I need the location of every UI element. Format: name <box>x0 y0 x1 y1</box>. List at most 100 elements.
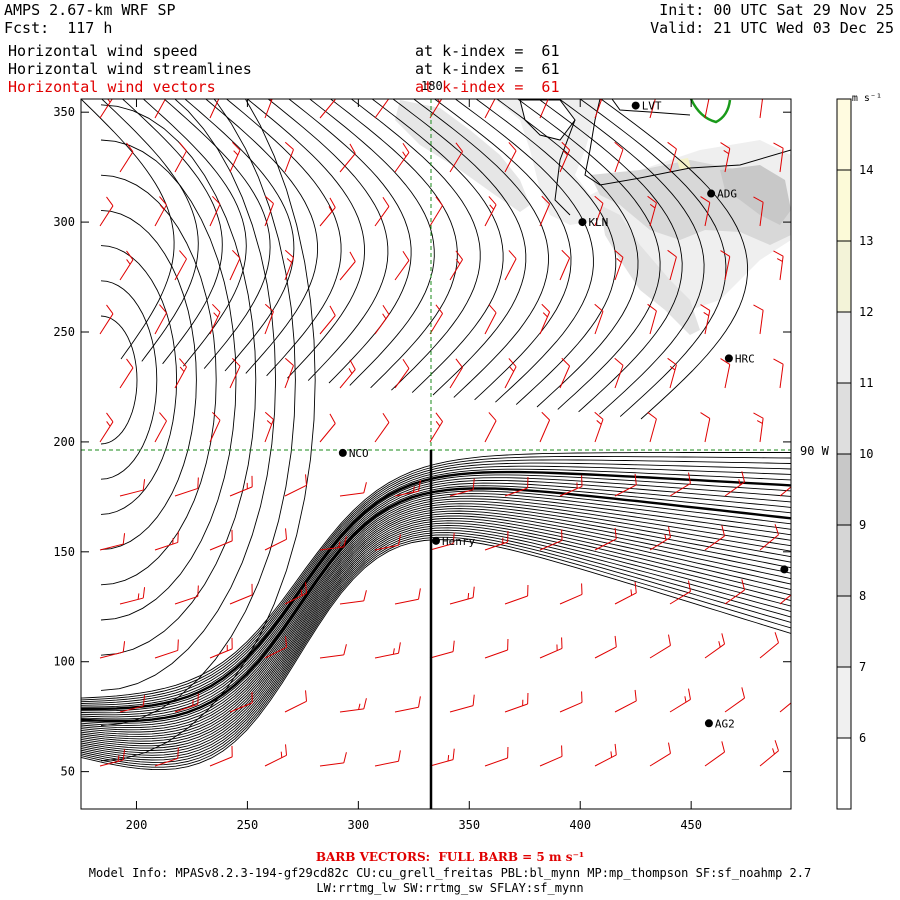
wind-barb <box>614 581 637 605</box>
wind-barb <box>779 702 791 713</box>
x-tick-label: 400 <box>569 818 591 832</box>
wind-barb <box>614 689 637 713</box>
wind-barb <box>484 746 509 767</box>
init-time: Init: 00 UTC Sat 29 Nov 25 <box>659 1 894 19</box>
wind-barb <box>119 695 146 713</box>
wind-barb <box>667 249 677 281</box>
streamline <box>81 479 791 716</box>
wind-barb <box>264 195 274 227</box>
wind-barbs <box>99 88 798 767</box>
colorbar-segment <box>837 525 851 596</box>
wind-barb <box>700 412 711 443</box>
barb-half-flag <box>630 589 633 596</box>
wind-barb <box>594 303 604 335</box>
barb-flag <box>508 142 517 152</box>
wind-barb <box>449 478 475 497</box>
station-label: LVT <box>642 100 662 113</box>
wind-barb <box>99 196 114 227</box>
y-tick-label: 350 <box>53 105 75 119</box>
streamline <box>100 280 158 480</box>
wind-barb <box>174 142 187 173</box>
barb-shaft <box>759 202 764 227</box>
barb-shaft <box>394 598 419 605</box>
barb-shaft <box>284 149 294 173</box>
wind-barb <box>319 197 336 227</box>
barb-shaft <box>339 261 356 281</box>
streamline <box>81 482 791 718</box>
barb-shaft <box>504 487 528 497</box>
wind-barb <box>209 529 233 551</box>
barb-shaft <box>264 203 274 227</box>
barb-shaft <box>724 589 745 605</box>
wind-barb <box>614 357 624 389</box>
barb-flag <box>398 534 401 546</box>
barb-flag <box>398 642 401 654</box>
station-label: NCO <box>349 447 369 460</box>
barb-flag <box>614 249 624 258</box>
barb-shaft <box>614 149 624 173</box>
streamline <box>81 513 791 744</box>
barb-shaft <box>669 591 691 605</box>
barb-flag <box>741 579 746 591</box>
wind-barb <box>759 740 779 767</box>
colorbar-segment <box>837 596 851 667</box>
wind-barb <box>429 640 455 659</box>
barb-half-flag <box>610 751 613 758</box>
barb-shaft <box>209 419 221 443</box>
model-info-line2: LW:rrtmg_lw SW:rrtmg_sw SFLAY:sf_mynn <box>316 881 584 895</box>
wind-barb <box>319 536 347 551</box>
wind-barb <box>667 141 677 173</box>
barb-flag <box>488 304 497 314</box>
wind-barb <box>429 532 455 551</box>
barb-shaft <box>319 99 336 119</box>
streamline <box>475 99 617 405</box>
barb-flag <box>398 750 401 762</box>
barb-flag <box>488 196 497 206</box>
barb-shaft <box>649 537 671 551</box>
barb-flag <box>455 250 463 260</box>
barb-shaft <box>229 257 241 281</box>
colorbar-segment <box>837 170 851 241</box>
barb-half-flag <box>213 312 219 318</box>
streamline <box>81 474 791 712</box>
streamline <box>100 315 138 445</box>
barb-flag <box>435 412 443 422</box>
barb-half-flag <box>286 258 292 263</box>
streamline <box>434 99 572 401</box>
level-label-vectors: at k-index = 61 <box>415 78 560 96</box>
barb-shaft <box>614 257 624 281</box>
barb-shaft <box>484 541 508 551</box>
streamline <box>163 99 271 369</box>
barb-half-flag <box>300 589 303 596</box>
barb-flag <box>126 142 134 153</box>
barb-shaft <box>229 594 253 605</box>
streamline <box>81 515 791 747</box>
barb-shaft <box>614 592 637 605</box>
barb-shaft <box>669 148 677 173</box>
barb-flag <box>795 470 798 480</box>
barb-shaft <box>669 699 691 713</box>
barb-flag <box>595 88 603 95</box>
wind-barb <box>720 142 731 173</box>
barb-flag <box>179 142 187 152</box>
barb-flag <box>402 358 410 369</box>
wind-barb <box>174 358 187 389</box>
barb-shaft <box>229 486 253 497</box>
barb-legend: BARB VECTORS: FULL BARB = 5 m s⁻¹ <box>315 850 585 864</box>
barb-shaft <box>429 421 443 443</box>
barb-shaft <box>649 202 657 227</box>
wind-barb <box>374 304 390 335</box>
streamline <box>81 477 791 714</box>
barb-flag <box>142 695 146 707</box>
barb-shaft <box>724 481 745 497</box>
barb-flag <box>452 748 455 760</box>
wind-barb <box>594 743 617 767</box>
colorbar-label: 12 <box>859 305 873 319</box>
barb-shaft <box>284 365 294 389</box>
barb-half-flag <box>382 313 387 320</box>
wind-barb <box>614 473 637 497</box>
y-tick-label: 100 <box>53 655 75 669</box>
wind-barb <box>700 304 711 335</box>
wind-barb <box>339 482 367 497</box>
barb-flag <box>264 411 274 420</box>
